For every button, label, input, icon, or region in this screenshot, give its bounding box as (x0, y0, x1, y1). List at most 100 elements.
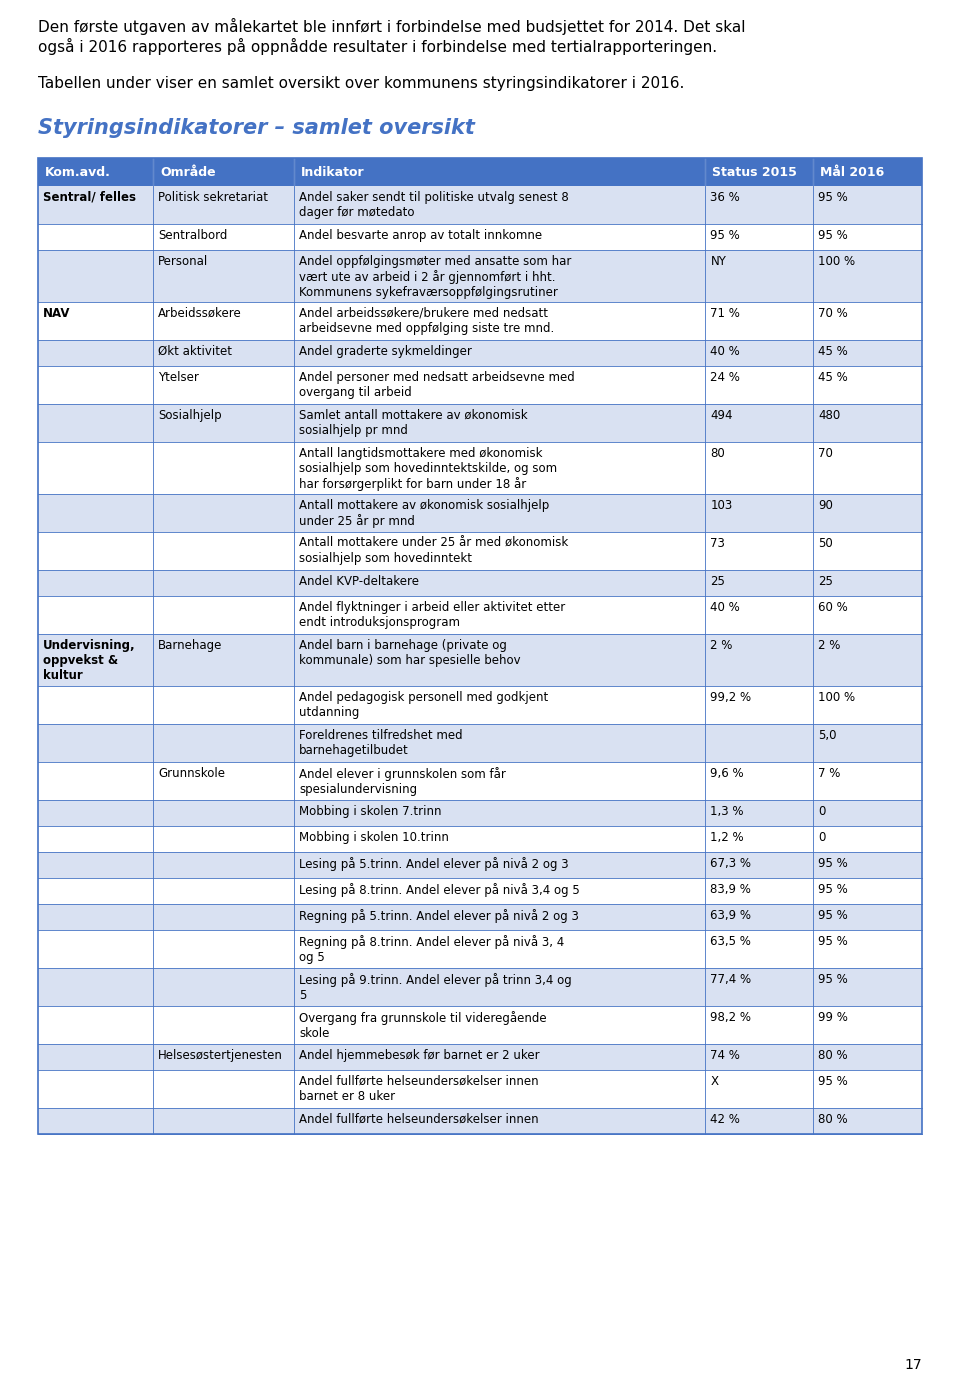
Text: 40 %: 40 % (710, 345, 740, 359)
Bar (38, 442, 922, 493)
Text: 95 %: 95 % (818, 883, 848, 897)
Bar (38, 634, 922, 687)
Text: Grunnskole: Grunnskole (157, 767, 225, 780)
Bar (38, 186, 922, 224)
Bar (38, 826, 922, 852)
Text: 95 %: 95 % (818, 190, 848, 204)
Bar (38, 532, 922, 570)
Text: Antall mottakere av økonomisk sosialhjelp
under 25 år pr mnd: Antall mottakere av økonomisk sosialhjel… (300, 499, 550, 528)
Text: 5,0: 5,0 (818, 728, 837, 742)
Bar (38, 967, 922, 1006)
Text: Sentral/ felles: Sentral/ felles (43, 190, 136, 204)
Bar (38, 158, 922, 1134)
Text: 2 %: 2 % (818, 639, 841, 652)
Text: Overgang fra grunnskole til videregående
skole: Overgang fra grunnskole til videregående… (300, 1011, 547, 1040)
Text: 98,2 %: 98,2 % (710, 1011, 752, 1024)
Text: 25: 25 (710, 575, 726, 588)
Text: 73: 73 (710, 537, 726, 550)
Text: NY: NY (710, 254, 727, 268)
Text: Andel personer med nedsatt arbeidsevne med
overgang til arbeid: Andel personer med nedsatt arbeidsevne m… (300, 371, 575, 399)
Text: Status 2015: Status 2015 (712, 165, 798, 178)
Text: også i 2016 rapporteres på oppnådde resultater i forbindelse med tertialrapporte: også i 2016 rapporteres på oppnådde resu… (38, 38, 717, 56)
Text: Kom.avd.: Kom.avd. (45, 165, 110, 178)
Bar (38, 930, 922, 967)
Text: 100 %: 100 % (818, 691, 855, 703)
Text: Område: Område (160, 165, 216, 178)
Text: 95 %: 95 % (818, 858, 848, 870)
Bar (38, 878, 922, 904)
Text: 60 %: 60 % (818, 600, 848, 614)
Text: 95 %: 95 % (818, 1074, 848, 1088)
Text: 2 %: 2 % (710, 639, 732, 652)
Bar (813, 158, 922, 186)
Text: 1,2 %: 1,2 % (710, 831, 744, 844)
Text: Ytelser: Ytelser (157, 371, 199, 384)
Text: 45 %: 45 % (818, 345, 848, 359)
Text: 74 %: 74 % (710, 1049, 740, 1062)
Text: Samlet antall mottakere av økonomisk
sosialhjelp pr mnd: Samlet antall mottakere av økonomisk sos… (300, 409, 528, 436)
Text: Tabellen under viser en samlet oversikt over kommunens styringsindikatorer i 201: Tabellen under viser en samlet oversikt … (38, 76, 684, 90)
Text: 1,3 %: 1,3 % (710, 805, 744, 817)
Text: Andel elever i grunnskolen som får
spesialundervisning: Andel elever i grunnskolen som får spesi… (300, 767, 506, 796)
Text: Mobbing i skolen 7.trinn: Mobbing i skolen 7.trinn (300, 805, 442, 817)
Text: Politisk sekretariat: Politisk sekretariat (157, 190, 268, 204)
Text: 80: 80 (710, 448, 725, 460)
Text: Mål 2016: Mål 2016 (820, 165, 884, 178)
Text: 77,4 %: 77,4 % (710, 973, 752, 986)
Text: 83,9 %: 83,9 % (710, 883, 752, 897)
Text: Andel fullførte helseundersøkelser innen
barnet er 8 uker: Andel fullførte helseundersøkelser innen… (300, 1074, 539, 1104)
Bar (38, 596, 922, 634)
Bar (38, 1070, 922, 1108)
Text: 9,6 %: 9,6 % (710, 767, 744, 780)
Text: Barnehage: Barnehage (157, 639, 223, 652)
Text: Antall mottakere under 25 år med økonomisk
sosialhjelp som hovedinntekt: Antall mottakere under 25 år med økonomi… (300, 537, 568, 564)
Bar (38, 801, 922, 826)
Text: 80 %: 80 % (818, 1113, 848, 1126)
Text: 42 %: 42 % (710, 1113, 740, 1126)
Text: Regning på 8.trinn. Andel elever på nivå 3, 4
og 5: Regning på 8.trinn. Andel elever på nivå… (300, 935, 564, 965)
Bar (295, 158, 706, 186)
Text: 70: 70 (818, 448, 833, 460)
Text: 95 %: 95 % (818, 935, 848, 948)
Text: 24 %: 24 % (710, 371, 740, 384)
Bar (38, 404, 922, 442)
Bar (38, 1044, 922, 1070)
Text: Økt aktivitet: Økt aktivitet (157, 345, 232, 359)
Bar (38, 724, 922, 762)
Text: Undervisning,
oppvekst &
kultur: Undervisning, oppvekst & kultur (43, 639, 135, 682)
Text: Lesing på 8.trinn. Andel elever på nivå 3,4 og 5: Lesing på 8.trinn. Andel elever på nivå … (300, 883, 580, 897)
Text: 45 %: 45 % (818, 371, 848, 384)
Text: 95 %: 95 % (818, 973, 848, 986)
Text: 90: 90 (818, 499, 833, 512)
Text: Den første utgaven av målekartet ble innført i forbindelse med budsjettet for 20: Den første utgaven av målekartet ble inn… (38, 18, 746, 35)
Text: 71 %: 71 % (710, 307, 740, 320)
Text: Antall langtidsmottakere med økonomisk
sosialhjelp som hovedinntektskilde, og so: Antall langtidsmottakere med økonomisk s… (300, 448, 558, 491)
Text: Indikator: Indikator (301, 165, 365, 178)
Text: 0: 0 (818, 805, 826, 817)
Text: Lesing på 9.trinn. Andel elever på trinn 3,4 og
5: Lesing på 9.trinn. Andel elever på trinn… (300, 973, 572, 1002)
Text: Sosialhjelp: Sosialhjelp (157, 409, 222, 423)
Text: 25: 25 (818, 575, 833, 588)
Text: Andel pedagogisk personell med godkjent
utdanning: Andel pedagogisk personell med godkjent … (300, 691, 548, 719)
Text: Personal: Personal (157, 254, 208, 268)
Bar (38, 158, 153, 186)
Text: Mobbing i skolen 10.trinn: Mobbing i skolen 10.trinn (300, 831, 449, 844)
Text: 99,2 %: 99,2 % (710, 691, 752, 703)
Text: X: X (710, 1074, 718, 1088)
Bar (706, 158, 813, 186)
Text: Helsesøstertjenesten: Helsesøstertjenesten (157, 1049, 283, 1062)
Bar (38, 493, 922, 532)
Bar (38, 224, 922, 250)
Text: 494: 494 (710, 409, 732, 423)
Text: 40 %: 40 % (710, 600, 740, 614)
Bar (38, 762, 922, 801)
Text: Sentralbord: Sentralbord (157, 229, 228, 242)
Bar (153, 158, 295, 186)
Bar (38, 852, 922, 878)
Text: Andel flyktninger i arbeid eller aktivitet etter
endt introduksjonsprogram: Andel flyktninger i arbeid eller aktivit… (300, 600, 565, 630)
Text: 50: 50 (818, 537, 833, 550)
Text: Andel besvarte anrop av totalt innkomne: Andel besvarte anrop av totalt innkomne (300, 229, 542, 242)
Bar (38, 904, 922, 930)
Bar (38, 302, 922, 341)
Text: Andel hjemmebesøk før barnet er 2 uker: Andel hjemmebesøk før barnet er 2 uker (300, 1049, 540, 1062)
